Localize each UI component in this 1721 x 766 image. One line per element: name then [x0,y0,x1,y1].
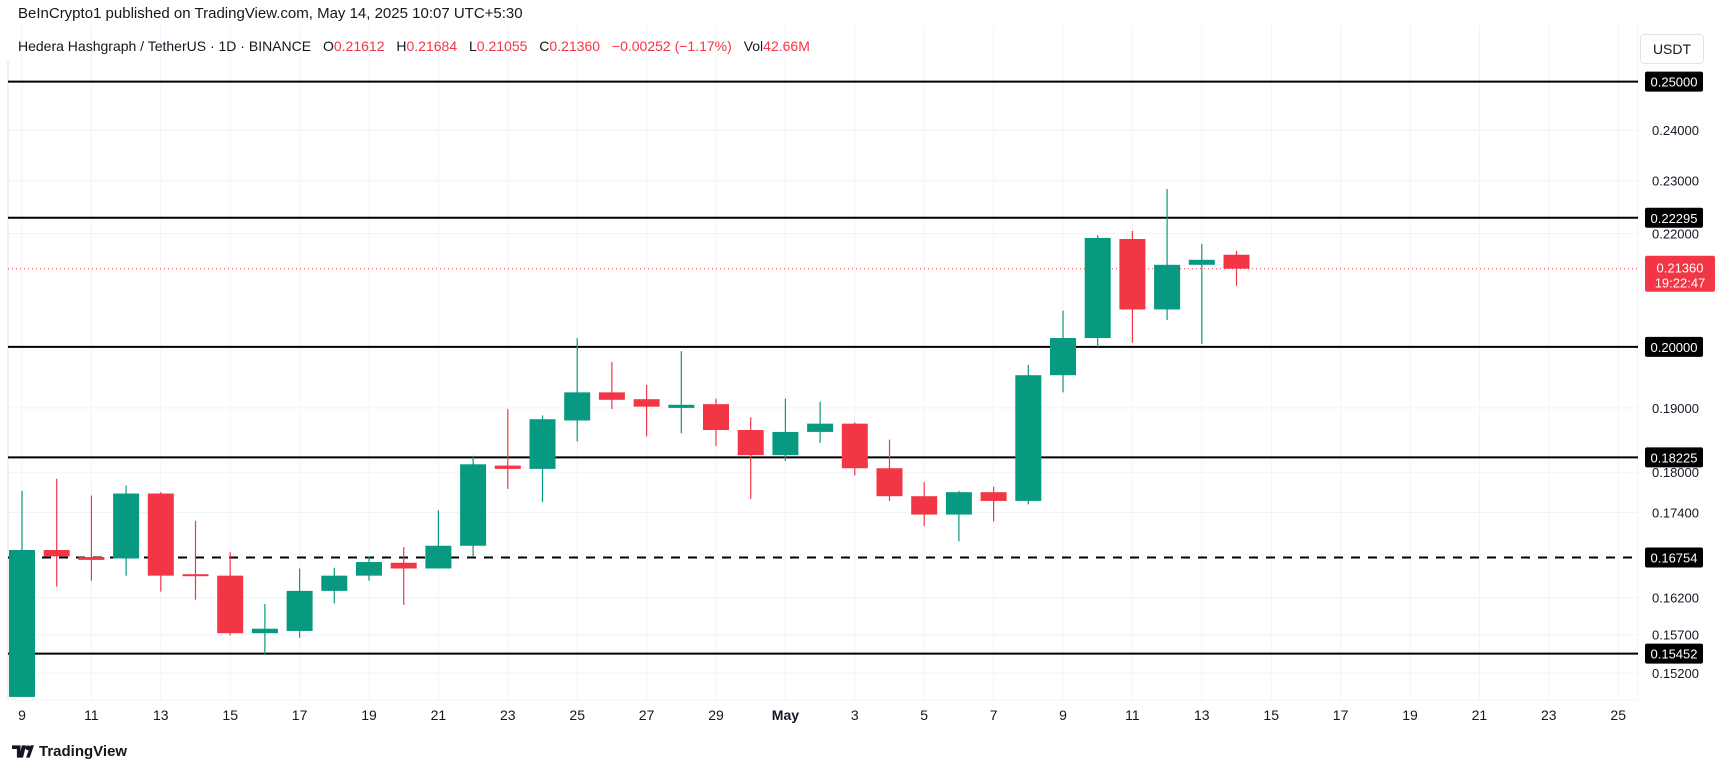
candle-body-up [460,464,487,546]
y-tick-label: 0.15700 [1652,628,1699,643]
y-tick-label: 0.16200 [1652,590,1699,605]
y-tick-label: 0.23000 [1652,174,1699,189]
candle-body-up [564,392,591,421]
symbol-legend: Hedera Hashgraph / TetherUS · 1D · BINAN… [18,38,810,54]
level-price-label: 0.22295 [1651,211,1698,226]
x-tick-label: 9 [1059,707,1067,723]
candle-body-up [807,423,834,432]
x-tick-label: 19 [361,707,377,723]
x-tick-label: 25 [1610,707,1626,723]
x-tick-label: 17 [292,707,308,723]
candle-body-down [841,423,868,469]
y-tick-label: 0.17400 [1652,506,1699,521]
y-tick-label: 0.15200 [1652,666,1699,681]
y-tick-label: 0.22000 [1652,227,1699,242]
candle-body-up [772,431,799,456]
x-tick-label: 23 [500,707,516,723]
candle-body-up [321,575,348,591]
level-price-badge [1645,71,1703,92]
level-price-label: 0.20000 [1651,340,1698,355]
last-price-label: 0.21360 [1657,261,1704,276]
x-tick-label: 15 [1263,707,1279,723]
x-tick-label: 25 [569,707,585,723]
candle-body-up [1154,264,1181,310]
level-price-badge [1645,336,1703,357]
candle-body-down [598,392,625,400]
candle-body-up [9,549,35,697]
candle-body-down [1119,239,1146,310]
level-price-label: 0.16754 [1651,550,1698,565]
candle-body-down [703,404,729,431]
candle-body-up [1015,375,1042,501]
candle-body-down [217,575,244,634]
candle-body-up [251,628,278,634]
candle-body-down [182,574,209,577]
volume-value: 42.66M [763,38,810,54]
x-tick-label: 21 [1472,707,1488,723]
x-tick-label: 21 [431,707,447,723]
candle-body-up [1188,259,1215,265]
open-value: 0.21612 [333,38,385,54]
y-tick-label: 0.18000 [1652,465,1699,480]
candle-body-up [425,545,452,569]
low-value: 0.21055 [476,38,528,54]
tradingview-logo-icon [12,745,34,758]
level-price-badge [1645,643,1703,664]
candle-body-down [494,465,521,469]
x-tick-label: May [772,707,799,723]
candle-body-up [113,493,140,559]
x-tick-label: 27 [639,707,655,723]
x-tick-label: 13 [1194,707,1210,723]
candle-body-up [1050,338,1076,376]
y-tick-label: 0.24000 [1652,123,1699,138]
candle-body-down [911,496,938,515]
candle-body-up [945,492,972,515]
candle-body-down [43,549,70,557]
x-tick-label: 11 [1125,707,1140,723]
x-tick-label: 3 [851,707,859,723]
x-tick-label: 7 [990,707,998,723]
level-price-label: 0.15452 [1651,647,1698,662]
candle-body-up [1084,237,1111,339]
x-tick-label: 13 [153,707,169,723]
level-price-badge [1645,447,1703,468]
currency-button[interactable]: USDT [1640,34,1704,64]
level-price-badge [1645,207,1703,228]
close-value: 0.21360 [549,38,601,54]
candle-body-down [78,557,105,560]
candle-body-down [147,493,174,576]
candle-body-down [980,492,1007,501]
x-tick-label: 29 [708,707,724,723]
bar-countdown-label: 19:22:47 [1655,276,1706,291]
x-tick-label: 23 [1541,707,1557,723]
x-tick-label: 17 [1333,707,1349,723]
last-price-badge [1645,255,1715,292]
x-tick-label: 15 [222,707,238,723]
level-price-badge [1645,547,1703,568]
x-tick-label: 5 [920,707,928,723]
candle-body-down [390,562,417,569]
candle-body-down [737,430,764,456]
candle-body-down [633,399,660,407]
candle-body-up [286,590,313,631]
symbol-title: Hedera Hashgraph / TetherUS · 1D · BINAN… [18,38,312,54]
change-value: −0.00252 (−1.17%) [611,38,732,54]
candle-body-down [876,468,903,497]
x-tick-label: 11 [84,707,99,723]
candle-body-up [668,404,695,408]
candle-body-up [529,419,556,469]
candle-body-down [1223,254,1250,269]
candle-body-up [356,562,382,576]
tradingview-logo: TradingView [12,743,127,760]
x-tick-label: 9 [18,707,26,723]
x-tick-label: 19 [1402,707,1418,723]
level-price-label: 0.18225 [1651,450,1698,465]
publisher-line: BeInCrypto1 published on TradingView.com… [18,5,523,22]
high-value: 0.21684 [406,38,458,54]
level-price-label: 0.25000 [1651,75,1698,90]
y-tick-label: 0.19000 [1652,401,1699,416]
